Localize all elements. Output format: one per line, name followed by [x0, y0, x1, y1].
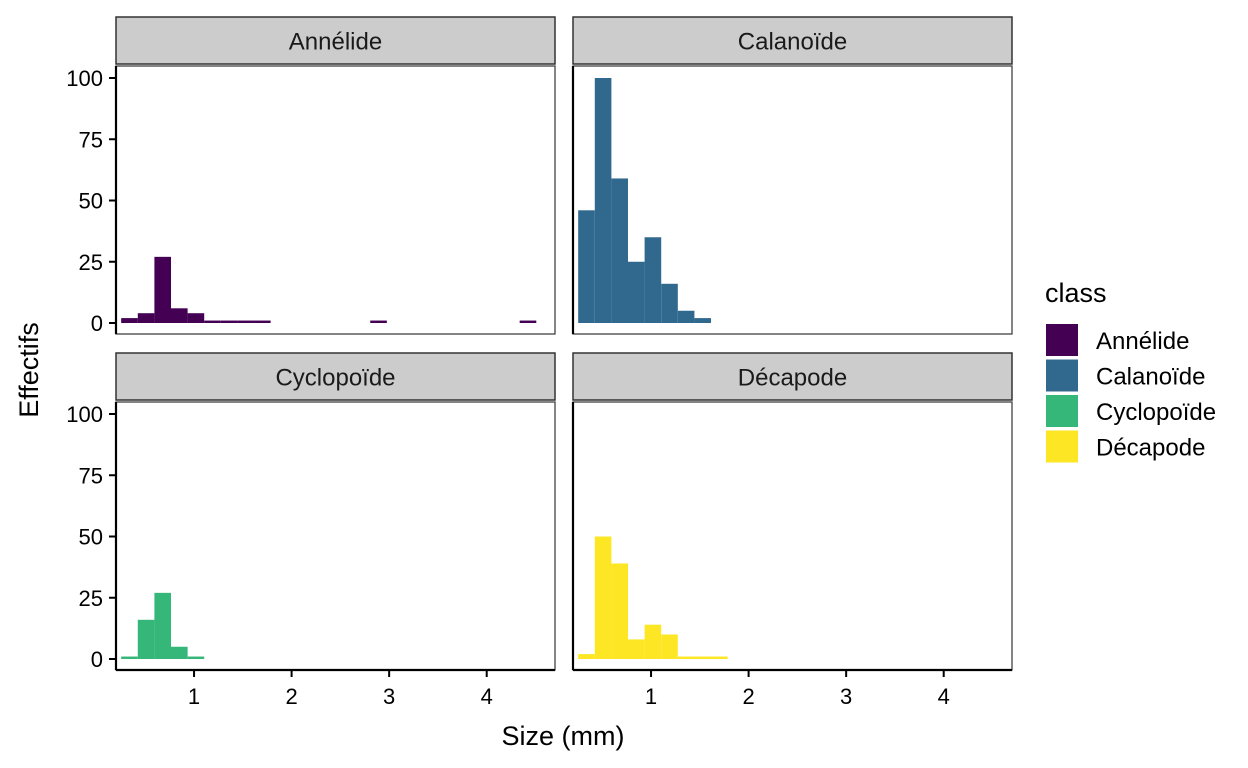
y-tick-label: 100 [66, 66, 103, 91]
histogram-bar [694, 318, 712, 323]
y-tick-label: 75 [79, 463, 103, 488]
facet-strip-label-decapode: Décapode [738, 365, 847, 392]
facet-strip-label-annelide: Annélide [289, 29, 382, 56]
legend-title: class [1045, 278, 1107, 308]
histogram-bar [578, 654, 595, 659]
y-tick-label: 25 [79, 250, 103, 275]
facet-strip-calanoide [572, 16, 1013, 65]
histogram-bar [204, 320, 221, 323]
histogram-bar [594, 78, 612, 323]
facet-strip-decapode [572, 352, 1013, 401]
panel-background-decapode [573, 402, 1012, 670]
histogram-bar [661, 283, 678, 323]
axes: 0 25 50 75 100 0 25 50 75 100 1 2 3 4 1 2 3 4 [66, 66, 1012, 709]
histogram-bar [628, 639, 645, 659]
histogram-bar [694, 656, 712, 659]
histogram-bar [137, 619, 155, 659]
histogram-bar [220, 320, 238, 323]
y-tick-label: 0 [91, 311, 103, 336]
facet-strip-label-cyclopoide: Cyclopoïde [275, 365, 395, 392]
histogram-bar [171, 308, 188, 323]
y-tick-label: 25 [79, 586, 103, 611]
histogram-bar [121, 656, 138, 659]
legend-key-annelide [1046, 324, 1078, 356]
legend-label-cyclopoide: Cyclopoïde [1096, 399, 1216, 426]
panel-background-cyclopoide [116, 402, 555, 670]
histogram-bar [578, 210, 595, 323]
histogram-bar [187, 313, 205, 323]
histogram-bar [628, 261, 645, 323]
histogram-bar [154, 256, 172, 323]
histogram-bar [677, 310, 695, 323]
legend-label-decapode: Décapode [1096, 435, 1205, 462]
histogram-bar [254, 320, 271, 323]
legend-label-calanoide: Calanoïde [1096, 364, 1205, 391]
x-tick-label: 2 [742, 684, 754, 709]
x-tick-label: 1 [188, 684, 200, 709]
histogram-bar [187, 656, 205, 659]
x-tick-label: 2 [285, 684, 297, 709]
legend-key-calanoide [1046, 359, 1078, 392]
facet-strip-annelide [115, 16, 556, 65]
histogram-bar [661, 634, 678, 659]
x-tick-label: 4 [481, 684, 493, 709]
facet-decapode: Décapode [571, 352, 1013, 671]
x-tick-label: 1 [645, 684, 657, 709]
histogram-bar [154, 592, 172, 659]
histogram-bar [711, 656, 728, 659]
facet-calanoide: Calanoïde [571, 16, 1013, 335]
facet-cyclopoide: Cyclopoïde [114, 352, 556, 671]
histogram-bar [644, 237, 662, 323]
legend-key-decapode [1046, 430, 1078, 463]
histogram-bar [137, 313, 155, 323]
histogram-bar [237, 320, 255, 323]
legend: class Annélide Calanoïde Cyclopoïde Décapod… [1045, 278, 1216, 463]
y-tick-label: 100 [66, 402, 103, 427]
histogram-bar [519, 320, 537, 323]
histogram-bar [677, 656, 695, 659]
facet-panels: Annélide Calanoïde Cyclopoïde Décapode [114, 16, 1013, 671]
histogram-bar [644, 624, 662, 659]
histogram-bar [121, 318, 138, 323]
facet-strip-cyclopoide [115, 352, 556, 401]
facet-strip-label-calanoide: Calanoïde [738, 29, 847, 56]
histogram-bar [611, 563, 629, 659]
x-tick-label: 3 [840, 684, 852, 709]
histogram-bar [611, 178, 629, 323]
y-tick-label: 75 [79, 127, 103, 152]
y-tick-label: 0 [91, 647, 103, 672]
histogram-bar [594, 536, 612, 659]
y-tick-label: 50 [79, 525, 103, 550]
facet-annelide: Annélide [114, 16, 556, 335]
histogram-bar [171, 646, 188, 659]
x-tick-label: 3 [383, 684, 395, 709]
histogram-bar [370, 320, 387, 323]
x-tick-label: 4 [938, 684, 950, 709]
legend-label-annelide: Annélide [1096, 328, 1189, 355]
panel-background-annelide [116, 66, 555, 334]
legend-key-cyclopoide [1046, 395, 1078, 427]
x-axis-title: Size (mm) [502, 721, 625, 751]
y-axis-title: Effectifs [14, 322, 44, 418]
y-tick-label: 50 [79, 189, 103, 214]
